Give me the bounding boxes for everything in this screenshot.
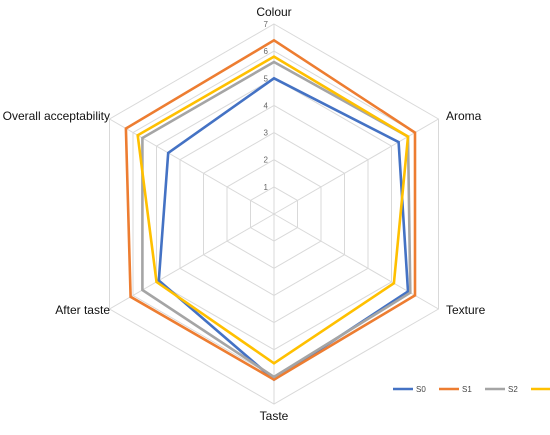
spoke-5: [109, 118, 275, 215]
series: [124, 38, 417, 382]
legend-label-s2: S2: [508, 385, 518, 394]
spokes: [109, 24, 439, 404]
axis-label-colour: Colour: [256, 5, 291, 19]
spoke-4: [109, 213, 275, 310]
series-s1-line: [124, 38, 417, 382]
tick-label: 2: [264, 156, 269, 165]
axis-label-taste: Taste: [260, 409, 289, 423]
tick-label: 5: [264, 74, 269, 83]
tick-label: 4: [264, 101, 269, 110]
spoke-1: [273, 118, 439, 215]
tick-labels: 1 2 3 4 5 6 7: [264, 20, 269, 192]
tick-label: 6: [264, 47, 269, 56]
legend-label-s0: S0: [416, 385, 426, 394]
axis-label-after-taste: After taste: [55, 303, 110, 317]
axis-labels: Colour Aroma Texture Taste After taste Overal…: [3, 5, 486, 423]
axis-label-texture: Texture: [446, 303, 486, 317]
tick-label: 7: [264, 20, 269, 29]
legend-label-s1: S1: [462, 385, 472, 394]
legend: S0S1S2S3: [393, 385, 550, 394]
tick-label: 3: [264, 129, 269, 138]
axis-label-overall-acceptability: Overall acceptability: [3, 109, 110, 123]
axis-label-aroma: Aroma: [446, 109, 482, 123]
series-s3-line: [136, 55, 410, 365]
tick-label: 1: [264, 183, 269, 192]
